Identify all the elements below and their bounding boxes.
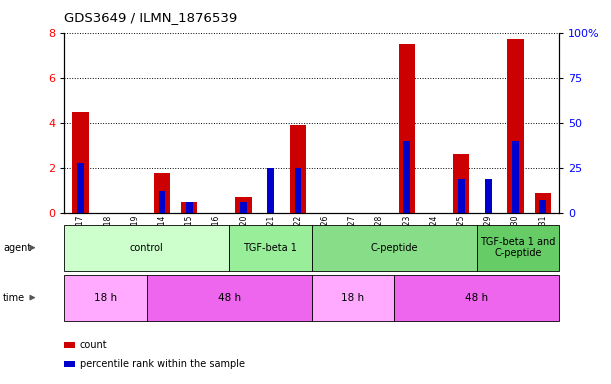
Text: C-peptide: C-peptide xyxy=(370,243,418,253)
Bar xyxy=(403,141,410,213)
Bar xyxy=(398,44,415,213)
Bar xyxy=(240,202,247,213)
Text: agent: agent xyxy=(3,243,31,253)
Bar xyxy=(268,168,274,213)
Bar xyxy=(154,172,170,213)
Bar xyxy=(64,342,75,348)
Bar xyxy=(290,125,306,213)
Bar xyxy=(477,225,559,271)
Bar xyxy=(235,197,252,213)
Bar xyxy=(312,275,394,321)
Text: time: time xyxy=(3,293,25,303)
Text: 48 h: 48 h xyxy=(465,293,488,303)
Text: percentile rank within the sample: percentile rank within the sample xyxy=(80,359,245,369)
Bar xyxy=(453,154,469,213)
Text: 18 h: 18 h xyxy=(94,293,117,303)
Text: control: control xyxy=(130,243,164,253)
Text: 18 h: 18 h xyxy=(342,293,364,303)
Text: GDS3649 / ILMN_1876539: GDS3649 / ILMN_1876539 xyxy=(64,12,238,25)
Bar xyxy=(72,112,89,213)
Bar xyxy=(229,225,312,271)
Bar xyxy=(64,275,147,321)
Bar xyxy=(312,225,477,271)
Bar xyxy=(186,202,192,213)
Bar xyxy=(147,275,312,321)
Text: 48 h: 48 h xyxy=(218,293,241,303)
Text: count: count xyxy=(80,339,108,350)
Bar xyxy=(535,193,551,213)
Bar xyxy=(295,168,301,213)
Text: TGF-beta 1: TGF-beta 1 xyxy=(243,243,298,253)
Bar xyxy=(540,200,546,213)
Bar xyxy=(159,192,166,213)
Bar xyxy=(181,202,197,213)
Bar xyxy=(64,225,229,271)
Bar xyxy=(485,179,492,213)
Text: TGF-beta 1 and
C-peptide: TGF-beta 1 and C-peptide xyxy=(480,237,555,258)
Bar xyxy=(77,162,84,213)
Bar xyxy=(512,141,519,213)
Bar xyxy=(64,361,75,367)
Bar xyxy=(394,275,559,321)
Bar xyxy=(458,179,464,213)
Bar xyxy=(507,40,524,213)
